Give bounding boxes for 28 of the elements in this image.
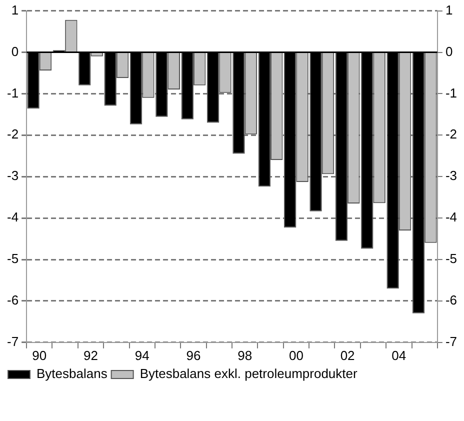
- y2-tick-label: -4: [6, 210, 19, 225]
- y-tick-label: 0: [445, 44, 453, 59]
- y2-tick-label: 0: [11, 44, 19, 59]
- y2-tick-label: -3: [6, 168, 19, 184]
- x-tick-label: 92: [84, 348, 98, 363]
- y-tick-label: -2: [445, 126, 458, 142]
- y-tick-label: -1: [445, 85, 458, 100]
- y2-tick-label: -5: [6, 251, 19, 266]
- y2-tick-label: -6: [6, 292, 19, 308]
- x-tick-label: 90: [32, 348, 47, 363]
- x-tick-label: 96: [186, 348, 201, 363]
- y-tick-label: -4: [445, 210, 458, 225]
- y2-tick-label: -1: [6, 85, 19, 100]
- legend-label: Bytesbalans: [36, 366, 108, 382]
- legend-label: Bytesbalans exkl. petroleumprodukter: [140, 366, 358, 382]
- y-tick-label: -5: [445, 251, 458, 266]
- x-tick-label: 02: [340, 348, 355, 363]
- y2-tick-label: 1: [11, 2, 19, 18]
- y2-tick-label: -2: [6, 126, 19, 142]
- y-tick-label: -7: [445, 334, 458, 349]
- x-tick-label: 04: [392, 348, 406, 363]
- x-tick-label: 94: [134, 348, 150, 363]
- y-tick-label: -6: [445, 292, 458, 308]
- y-tick-label: 1: [445, 2, 453, 18]
- y-tick-label: -3: [445, 168, 458, 184]
- y2-tick-label: -7: [6, 334, 19, 349]
- x-tick-label: 98: [238, 348, 252, 363]
- x-tick-label: 00: [288, 348, 304, 363]
